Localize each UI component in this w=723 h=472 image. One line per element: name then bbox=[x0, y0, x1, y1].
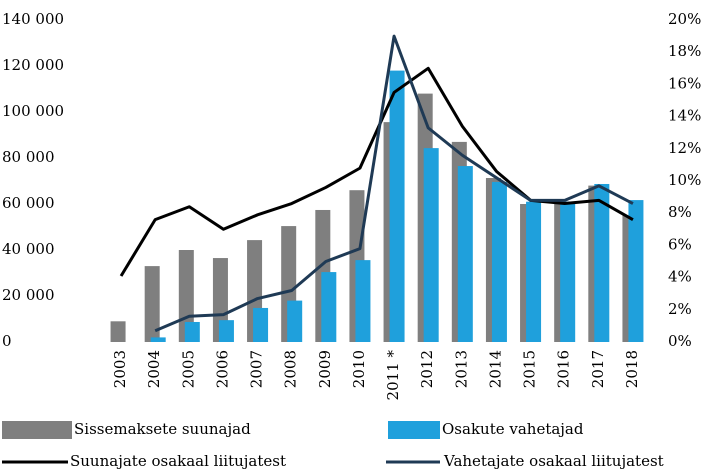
bar bbox=[526, 201, 542, 342]
y2-tick-label: 10% bbox=[668, 171, 701, 189]
bar bbox=[594, 183, 610, 342]
y2-tick-label: 16% bbox=[668, 74, 701, 92]
bar bbox=[389, 70, 405, 342]
legend-label: Vahetajate osakaal liitujatest bbox=[443, 452, 664, 470]
x-tick-label: 2004 bbox=[145, 350, 163, 388]
y2-tick-label: 14% bbox=[668, 107, 701, 125]
y2-tick-label: 8% bbox=[668, 203, 692, 221]
legend-label: Sissemaksete suunajad bbox=[74, 420, 251, 438]
x-tick-label: 2013 bbox=[452, 350, 470, 388]
y-tick-label: 80 000 bbox=[2, 148, 55, 166]
y2-tick-label: 2% bbox=[668, 300, 692, 318]
y2-tick-label: 12% bbox=[668, 139, 701, 157]
line bbox=[154, 34, 634, 333]
y-tick-label: 40 000 bbox=[2, 240, 55, 258]
y-tick-label: 140 000 bbox=[2, 10, 64, 28]
bar bbox=[457, 166, 473, 342]
x-tick-label: 2003 bbox=[111, 350, 129, 388]
x-tick-label: 2009 bbox=[316, 350, 334, 388]
x-tick-label: 2010 bbox=[350, 350, 368, 388]
legend-swatch bbox=[2, 421, 72, 439]
y-tick-label: 120 000 bbox=[2, 56, 64, 74]
y-tick-label: 0 bbox=[2, 332, 12, 350]
bar bbox=[150, 337, 166, 342]
y2-tick-label: 20% bbox=[668, 10, 701, 28]
y-tick-label: 60 000 bbox=[2, 194, 55, 212]
bar bbox=[110, 321, 126, 342]
legend-label: Osakute vahetajad bbox=[442, 420, 584, 438]
x-tick-label: 2018 bbox=[623, 350, 641, 388]
y-tick-label: 20 000 bbox=[2, 286, 55, 304]
bar bbox=[423, 148, 439, 342]
x-tick-label: 2007 bbox=[248, 350, 266, 388]
x-tick-label: 2005 bbox=[179, 350, 197, 388]
x-tick-label: 2011 * bbox=[384, 350, 402, 401]
bar bbox=[253, 307, 269, 342]
x-tick-label: 2016 bbox=[555, 350, 573, 388]
bar bbox=[218, 320, 234, 342]
y2-tick-label: 6% bbox=[668, 235, 692, 253]
y2-tick-label: 0% bbox=[668, 332, 692, 350]
bar bbox=[355, 260, 371, 342]
x-tick-label: 2014 bbox=[486, 350, 504, 388]
legend-label: Suunajate osakaal liitujatest bbox=[70, 452, 286, 470]
x-tick-label: 2017 bbox=[589, 350, 607, 388]
bar bbox=[144, 266, 160, 342]
y2-tick-label: 18% bbox=[668, 42, 701, 60]
line bbox=[119, 66, 634, 277]
y2-tick-label: 4% bbox=[668, 268, 692, 286]
bar bbox=[491, 181, 507, 342]
bar bbox=[560, 201, 576, 342]
x-tick-label: 2006 bbox=[213, 350, 231, 388]
bar bbox=[184, 321, 200, 342]
bar bbox=[287, 300, 303, 342]
x-tick-label: 2012 bbox=[418, 350, 436, 388]
bar bbox=[628, 200, 644, 342]
y-tick-label: 100 000 bbox=[2, 102, 64, 120]
legend-swatch bbox=[388, 421, 440, 439]
bar bbox=[321, 272, 337, 342]
x-tick-label: 2015 bbox=[521, 350, 539, 388]
x-tick-label: 2008 bbox=[282, 350, 300, 388]
